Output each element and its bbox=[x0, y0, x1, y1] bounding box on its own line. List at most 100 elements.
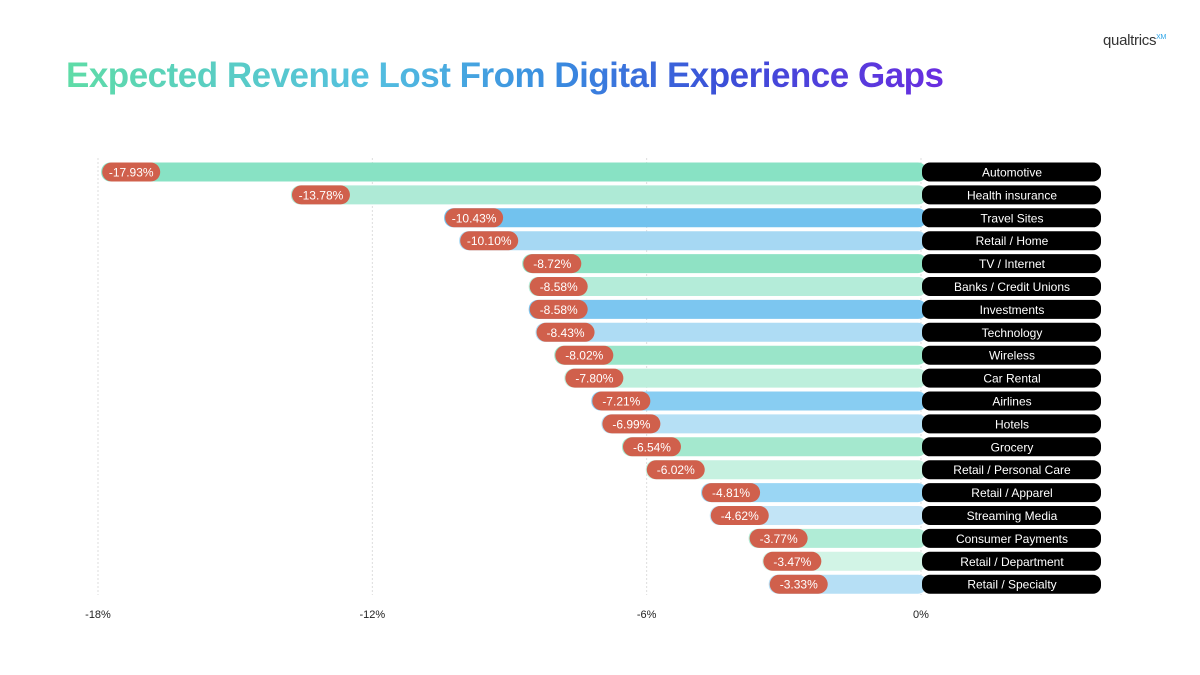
category-label: Technology bbox=[982, 326, 1043, 340]
bar-row: -7.21% Airlines bbox=[591, 391, 1101, 411]
value-label: -17.93% bbox=[109, 166, 154, 180]
category-label: Retail / Personal Care bbox=[953, 463, 1071, 477]
value-pill bbox=[555, 345, 614, 365]
logo-text: qualtrics bbox=[1103, 32, 1157, 49]
category-pill bbox=[922, 460, 1101, 480]
logo-sup: XM bbox=[1156, 34, 1167, 41]
bar-row: -8.43% Technology bbox=[535, 322, 1101, 342]
category-pill bbox=[922, 322, 1101, 342]
category-label: Wireless bbox=[989, 349, 1035, 363]
category-label: Airlines bbox=[992, 395, 1031, 409]
category-pill bbox=[922, 391, 1101, 411]
value-pill bbox=[749, 528, 808, 548]
value-pill bbox=[536, 322, 595, 342]
bar bbox=[101, 162, 927, 182]
bar-row: -6.02% Retail / Personal Care bbox=[645, 460, 1101, 480]
category-label: Banks / Credit Unions bbox=[954, 280, 1070, 294]
bar bbox=[290, 185, 928, 205]
value-pill bbox=[529, 299, 588, 319]
bar-row: -6.54% Grocery bbox=[621, 437, 1101, 457]
category-label: Automotive bbox=[982, 166, 1042, 180]
category-pill bbox=[922, 299, 1101, 319]
bar bbox=[645, 460, 927, 480]
value-pill bbox=[702, 483, 761, 503]
category-label: Retail / Department bbox=[960, 555, 1064, 569]
category-label: Investments bbox=[980, 303, 1045, 317]
bar-row: -17.93% Automotive bbox=[101, 162, 1101, 182]
category-pill bbox=[922, 574, 1101, 594]
bar-row: -8.02% Wireless bbox=[554, 345, 1101, 365]
bar-row: -6.99% Hotels bbox=[601, 414, 1101, 434]
value-pill bbox=[710, 506, 769, 525]
value-label: -8.02% bbox=[565, 349, 603, 363]
value-pill bbox=[763, 551, 822, 571]
bar-row: -8.58% Investments bbox=[528, 299, 1101, 319]
category-label: Retail / Specialty bbox=[967, 578, 1056, 592]
value-label: -7.80% bbox=[575, 372, 613, 386]
value-pill bbox=[602, 414, 661, 434]
category-pill bbox=[922, 231, 1101, 251]
category-pill bbox=[922, 368, 1101, 388]
value-pill bbox=[646, 460, 705, 480]
category-pill bbox=[922, 208, 1101, 228]
category-pill bbox=[922, 414, 1101, 434]
category-label: TV / Internet bbox=[979, 257, 1046, 271]
value-pill bbox=[529, 277, 588, 296]
value-label: -8.72% bbox=[533, 257, 571, 271]
bar-row: -4.81% Retail / Apparel bbox=[701, 483, 1101, 503]
bar-row: -10.10% Retail / Home bbox=[459, 231, 1101, 251]
bar bbox=[459, 231, 927, 251]
value-pill bbox=[523, 254, 582, 274]
category-pill bbox=[922, 528, 1101, 548]
category-label: Grocery bbox=[991, 440, 1034, 454]
category-pill bbox=[922, 506, 1101, 525]
bar bbox=[621, 437, 927, 457]
bar-row: -3.77% Consumer Payments bbox=[748, 528, 1101, 548]
bar-row: -13.78% Health insurance bbox=[290, 185, 1101, 205]
bar-row: -3.47% Retail / Department bbox=[762, 551, 1101, 571]
value-pill bbox=[592, 391, 651, 411]
bar-row: -3.33% Retail / Specialty bbox=[768, 574, 1101, 594]
bar bbox=[528, 277, 927, 296]
value-label: -3.47% bbox=[773, 555, 811, 569]
bar bbox=[528, 299, 927, 319]
value-pill bbox=[291, 185, 350, 205]
bar-row: -8.72% TV / Internet bbox=[522, 254, 1101, 274]
value-pill bbox=[460, 231, 519, 251]
value-label: -10.10% bbox=[467, 234, 512, 248]
category-pill bbox=[922, 254, 1101, 274]
bar-row: -8.58% Banks / Credit Unions bbox=[528, 277, 1101, 296]
category-label: Retail / Apparel bbox=[971, 486, 1052, 500]
category-label: Travel Sites bbox=[981, 211, 1044, 225]
x-tick-label: -12% bbox=[359, 609, 385, 621]
category-pill bbox=[922, 162, 1101, 182]
value-label: -6.54% bbox=[633, 440, 671, 454]
category-label: Hotels bbox=[995, 417, 1029, 431]
category-pill bbox=[922, 345, 1101, 365]
qualtrics-logo: qualtricsXM bbox=[1103, 32, 1166, 49]
bar bbox=[601, 414, 927, 434]
value-pill bbox=[622, 437, 681, 457]
value-pill bbox=[565, 368, 624, 388]
value-pill bbox=[445, 208, 504, 228]
bar bbox=[535, 322, 927, 342]
bar-row: -4.62% Streaming Media bbox=[709, 506, 1101, 525]
value-label: -4.62% bbox=[721, 509, 759, 523]
value-label: -8.43% bbox=[547, 326, 585, 340]
category-pill bbox=[922, 185, 1101, 205]
category-pill bbox=[922, 483, 1101, 503]
value-label: -8.58% bbox=[540, 303, 578, 317]
value-label: -3.77% bbox=[760, 532, 798, 546]
value-label: -13.78% bbox=[299, 188, 344, 202]
value-label: -8.58% bbox=[540, 280, 578, 294]
bar-row: -10.43% Travel Sites bbox=[444, 208, 1101, 228]
bar bbox=[564, 368, 927, 388]
category-pill bbox=[922, 551, 1101, 571]
chart-title: Expected Revenue Lost From Digital Exper… bbox=[66, 56, 944, 95]
bar bbox=[522, 254, 927, 274]
value-label: -3.33% bbox=[780, 578, 818, 592]
value-label: -4.81% bbox=[712, 486, 750, 500]
value-label: -6.99% bbox=[612, 417, 650, 431]
value-label: -6.02% bbox=[657, 463, 695, 477]
